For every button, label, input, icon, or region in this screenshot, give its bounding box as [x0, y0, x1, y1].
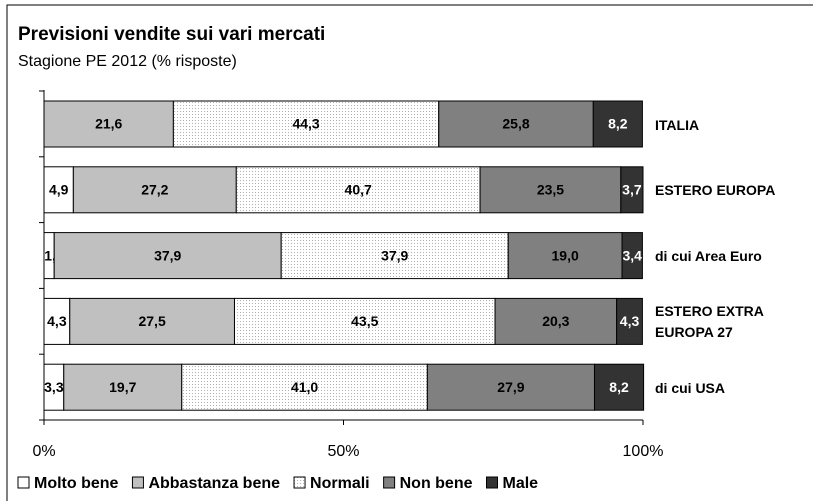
data-label: 21,6 — [95, 116, 122, 132]
bar-segment — [620, 166, 644, 214]
chart-subtitle: Stagione PE 2012 (% risposte) — [18, 53, 237, 70]
bar-segment — [43, 166, 74, 214]
legend-swatch — [131, 476, 144, 489]
category-label-box: di cui USA — [655, 379, 726, 396]
bar-segment — [494, 297, 618, 345]
bar-segment — [593, 363, 645, 411]
data-label: 27,9 — [497, 379, 524, 395]
category-label-box: ESTERO EUROPA — [655, 182, 776, 199]
x-tick-label: 100% — [623, 443, 664, 460]
bar-segment — [53, 232, 282, 280]
data-label: 37,9 — [381, 247, 408, 263]
bar-segment — [621, 232, 643, 280]
data-label: 3,7 — [622, 182, 642, 198]
x-tick-label: 50% — [327, 443, 359, 460]
data-label: 44,3 — [292, 116, 319, 132]
legend-label: Male — [503, 475, 539, 492]
x-tick-label: 0% — [32, 443, 55, 460]
bar-segment — [69, 297, 235, 345]
category-label: ITALIA — [655, 116, 700, 133]
bar-segment — [438, 100, 594, 148]
data-label: 3,3 — [44, 379, 64, 395]
bar-segment — [616, 297, 643, 345]
bar-segment — [426, 363, 595, 411]
legend-swatch — [383, 476, 396, 489]
bar-segment — [507, 232, 623, 280]
category-label: di cui USA — [655, 379, 726, 396]
legend-swatch — [17, 476, 30, 489]
legend-label: Normali — [310, 475, 370, 492]
data-label: 4,3 — [47, 313, 67, 329]
data-label: 40,7 — [345, 182, 372, 198]
data-label: 4,3 — [620, 313, 640, 329]
bar-segment — [63, 363, 183, 411]
data-label: 8,2 — [608, 116, 628, 132]
data-label: 4,9 — [49, 182, 69, 198]
data-label: 8,2 — [609, 379, 629, 395]
bar-segment — [592, 100, 643, 148]
bar-segment — [280, 232, 509, 280]
category-label: ESTERO EUROPA — [655, 182, 776, 199]
data-label: 19,7 — [109, 379, 136, 395]
bar-segment — [479, 166, 622, 214]
chart-title: Previsioni vendite sui vari mercati — [18, 24, 325, 45]
data-label: 27,5 — [138, 313, 165, 329]
bar-segment — [43, 100, 174, 148]
category-label: di cui Area Euro — [655, 248, 762, 265]
category-label: ESTERO EXTRA EUROPA 27 — [655, 303, 764, 341]
data-label: 41,0 — [291, 379, 318, 395]
data-label: 27,2 — [141, 182, 168, 198]
data-label: 37,9 — [154, 247, 181, 263]
data-label: 20,3 — [542, 313, 569, 329]
legend-swatch — [293, 476, 306, 489]
legend-label: Non bene — [400, 475, 473, 492]
legend-label: Abbastanza bene — [148, 475, 280, 492]
category-label-box: ESTERO EXTRA EUROPA 27 — [655, 303, 764, 341]
category-label-box: ITALIA — [655, 116, 700, 133]
bar-segment — [233, 297, 496, 345]
data-label: 25,8 — [502, 116, 529, 132]
category-label-box: di cui Area Euro — [655, 248, 762, 265]
data-label: 23,5 — [537, 182, 564, 198]
legend-label: Molto bene — [34, 475, 119, 492]
bar-segment — [172, 100, 440, 148]
data-label: 43,5 — [351, 313, 378, 329]
data-label: 19,0 — [552, 247, 579, 263]
bar-segment — [72, 166, 237, 214]
data-label: 3,4 — [622, 247, 642, 263]
legend-swatch — [486, 476, 498, 489]
bar-segment — [181, 363, 428, 411]
